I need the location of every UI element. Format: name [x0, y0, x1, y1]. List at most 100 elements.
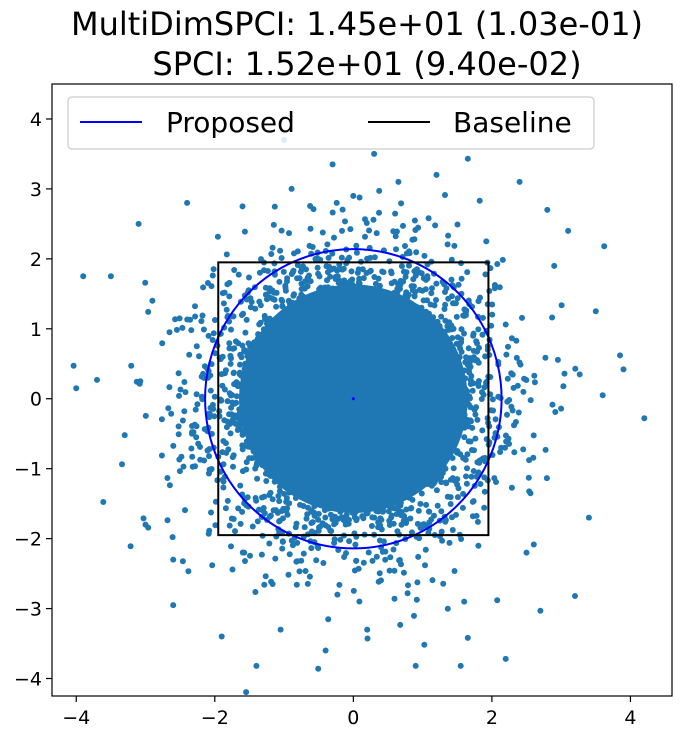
scatter-point	[476, 197, 483, 204]
x-tick-label: −4	[62, 707, 90, 729]
scatter-point	[142, 412, 149, 419]
scatter-point	[454, 295, 461, 302]
scatter-point	[166, 384, 173, 391]
scatter-point	[422, 546, 429, 553]
scatter-point	[128, 362, 135, 369]
scatter-point	[288, 537, 295, 544]
scatter-point	[222, 505, 229, 512]
scatter-point	[414, 579, 421, 586]
scatter-point	[367, 267, 374, 274]
scatter-point	[472, 435, 479, 442]
scatter-point	[350, 587, 357, 594]
scatter-point	[395, 178, 402, 185]
scatter-point	[265, 293, 272, 300]
scatter-point	[469, 498, 476, 505]
scatter-point	[281, 490, 288, 497]
scatter-point	[170, 442, 177, 449]
scatter-point	[180, 463, 187, 470]
scatter-point	[322, 647, 329, 654]
scatter-point	[504, 375, 511, 382]
region-shapes	[204, 248, 503, 550]
scatter-point	[329, 209, 336, 216]
scatter-point	[268, 578, 275, 585]
scatter-point	[333, 199, 340, 206]
scatter-point	[179, 417, 186, 424]
scatter-point	[289, 542, 296, 549]
scatter-point	[221, 386, 228, 393]
scatter-point	[311, 509, 318, 516]
scatter-point	[165, 405, 172, 412]
scatter-point	[467, 395, 473, 402]
scatter-point	[176, 392, 182, 399]
scatter-point	[416, 286, 423, 293]
scatter-point	[355, 266, 362, 273]
scatter-point	[308, 545, 315, 552]
scatter-point	[549, 401, 556, 408]
scatter-point	[433, 297, 439, 303]
scatter-point	[466, 366, 472, 373]
scatter-point	[191, 421, 198, 428]
scatter-point	[425, 215, 432, 222]
scatter-point	[314, 264, 321, 271]
scatter-point	[253, 662, 260, 669]
scatter-point	[279, 545, 286, 552]
scatter-point	[366, 227, 373, 234]
scatter-point	[230, 516, 237, 522]
scatter-point	[494, 597, 501, 604]
scatter-point	[240, 310, 247, 317]
scatter-point	[342, 218, 348, 225]
scatter-point	[433, 280, 440, 287]
scatter-point	[100, 499, 107, 505]
scatter-point	[388, 270, 395, 277]
y-tick-label: −3	[14, 599, 42, 621]
scatter-point	[504, 411, 510, 418]
scatter-point	[239, 431, 246, 438]
scatter-point	[166, 329, 173, 336]
scatter-point	[296, 568, 303, 575]
scatter-point	[192, 303, 198, 310]
scatter-point	[511, 422, 517, 429]
scatter-point	[397, 621, 404, 628]
scatter-point	[346, 516, 352, 523]
scatter-point	[585, 514, 592, 521]
scatter-point	[331, 234, 337, 241]
scatter-point	[80, 273, 87, 280]
scatter-point	[185, 568, 192, 575]
scatter-point	[315, 516, 322, 523]
scatter-point	[226, 340, 233, 347]
scatter-point	[479, 331, 486, 338]
scatter-point	[248, 299, 255, 305]
scatter-point	[544, 206, 551, 213]
scatter-point	[269, 496, 276, 503]
scatter-point	[209, 272, 216, 279]
legend: Proposed Baseline	[67, 96, 595, 150]
scatter-point	[220, 484, 227, 491]
scatter-point	[261, 581, 268, 588]
scatter-point	[346, 254, 353, 261]
scatter-point	[188, 327, 195, 334]
scatter-point	[403, 506, 410, 513]
scatter-point	[142, 279, 149, 286]
scatter-point	[467, 438, 474, 445]
scatter-point	[319, 229, 326, 236]
scatter-point	[470, 332, 477, 339]
scatter-point	[439, 537, 446, 544]
scatter-point	[448, 256, 455, 263]
scatter-point	[227, 360, 234, 367]
scatter-point	[261, 493, 268, 500]
scatter-point	[502, 444, 508, 451]
scatter-point	[304, 283, 311, 290]
scatter-point	[449, 514, 455, 521]
scatter-point	[198, 318, 205, 325]
scatter-point	[488, 322, 495, 329]
scatter-point	[460, 490, 467, 497]
scatter-point	[338, 254, 345, 261]
scatter-point	[266, 540, 273, 547]
scatter-point	[237, 482, 244, 489]
scatter-point	[434, 502, 441, 509]
scatter-point	[376, 523, 382, 530]
scatter-point	[516, 178, 523, 185]
scatter-point	[296, 275, 303, 282]
scatter-point	[420, 297, 427, 304]
scatter-point	[402, 243, 408, 249]
